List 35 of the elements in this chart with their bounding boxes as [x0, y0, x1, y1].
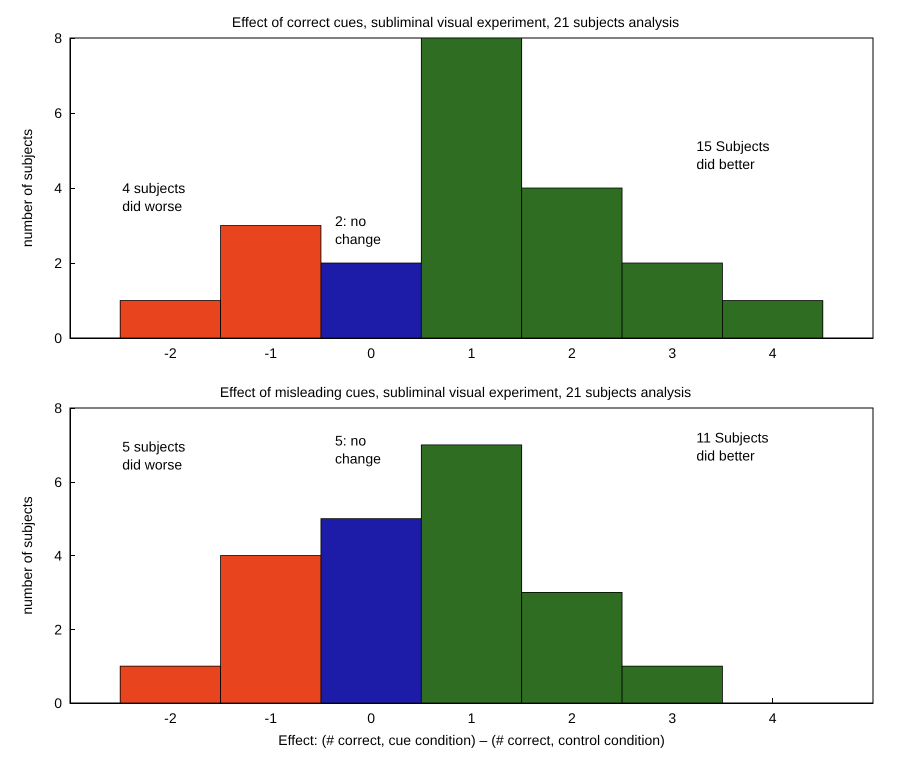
x-tick-label: 0: [367, 710, 376, 726]
x-tick-label: 0: [367, 345, 376, 361]
y-tick-label: 8: [54, 400, 62, 416]
chart-title: Effect of misleading cues, subliminal visual experiment, 21 subjects analysis: [220, 384, 692, 400]
y-axis-title: number of subjects: [19, 496, 35, 615]
y-axis-title: number of subjects: [19, 128, 35, 248]
y-tick-label: 2: [54, 255, 62, 271]
y-tick-label: 0: [54, 695, 62, 711]
y-tick-label: 6: [54, 474, 62, 490]
y-tick-label: 4: [54, 180, 62, 196]
x-tick-label: 1: [468, 710, 476, 726]
annotation: 4 subjects did worse: [122, 180, 186, 214]
x-tick-label: -1: [264, 345, 278, 361]
annotation: 2: no change: [334, 213, 382, 247]
x-tick-label: -2: [164, 710, 177, 726]
chart-title: Effect of correct cues, subliminal visual experiment, 21 subjects analysis: [232, 14, 680, 30]
x-tick-label: 3: [668, 345, 676, 361]
x-tick-label: 2: [568, 345, 576, 361]
x-tick-label: 4: [768, 710, 777, 726]
y-tick-label: 6: [54, 105, 62, 121]
annotation: 15 Subjects did better: [696, 138, 770, 172]
annotation: 5: no change: [334, 432, 382, 467]
annotation: 11 Subjects did better: [696, 430, 768, 464]
x-tick-label: 4: [768, 345, 777, 361]
x-tick-label: 2: [568, 710, 576, 726]
x-tick-label: 3: [668, 710, 676, 726]
x-tick-label: 1: [468, 345, 476, 361]
y-tick-label: 0: [54, 330, 62, 346]
y-tick-label: 8: [54, 30, 62, 46]
x-axis-title: Effect: (# correct, cue condition) – (# correct, control condition): [278, 732, 665, 748]
y-tick-label: 2: [54, 621, 62, 638]
annotation: 5 subjects did worse: [122, 438, 186, 472]
x-tick-label: -2: [164, 345, 177, 361]
x-tick-label: -1: [264, 710, 278, 726]
y-tick-label: 4: [54, 548, 62, 564]
